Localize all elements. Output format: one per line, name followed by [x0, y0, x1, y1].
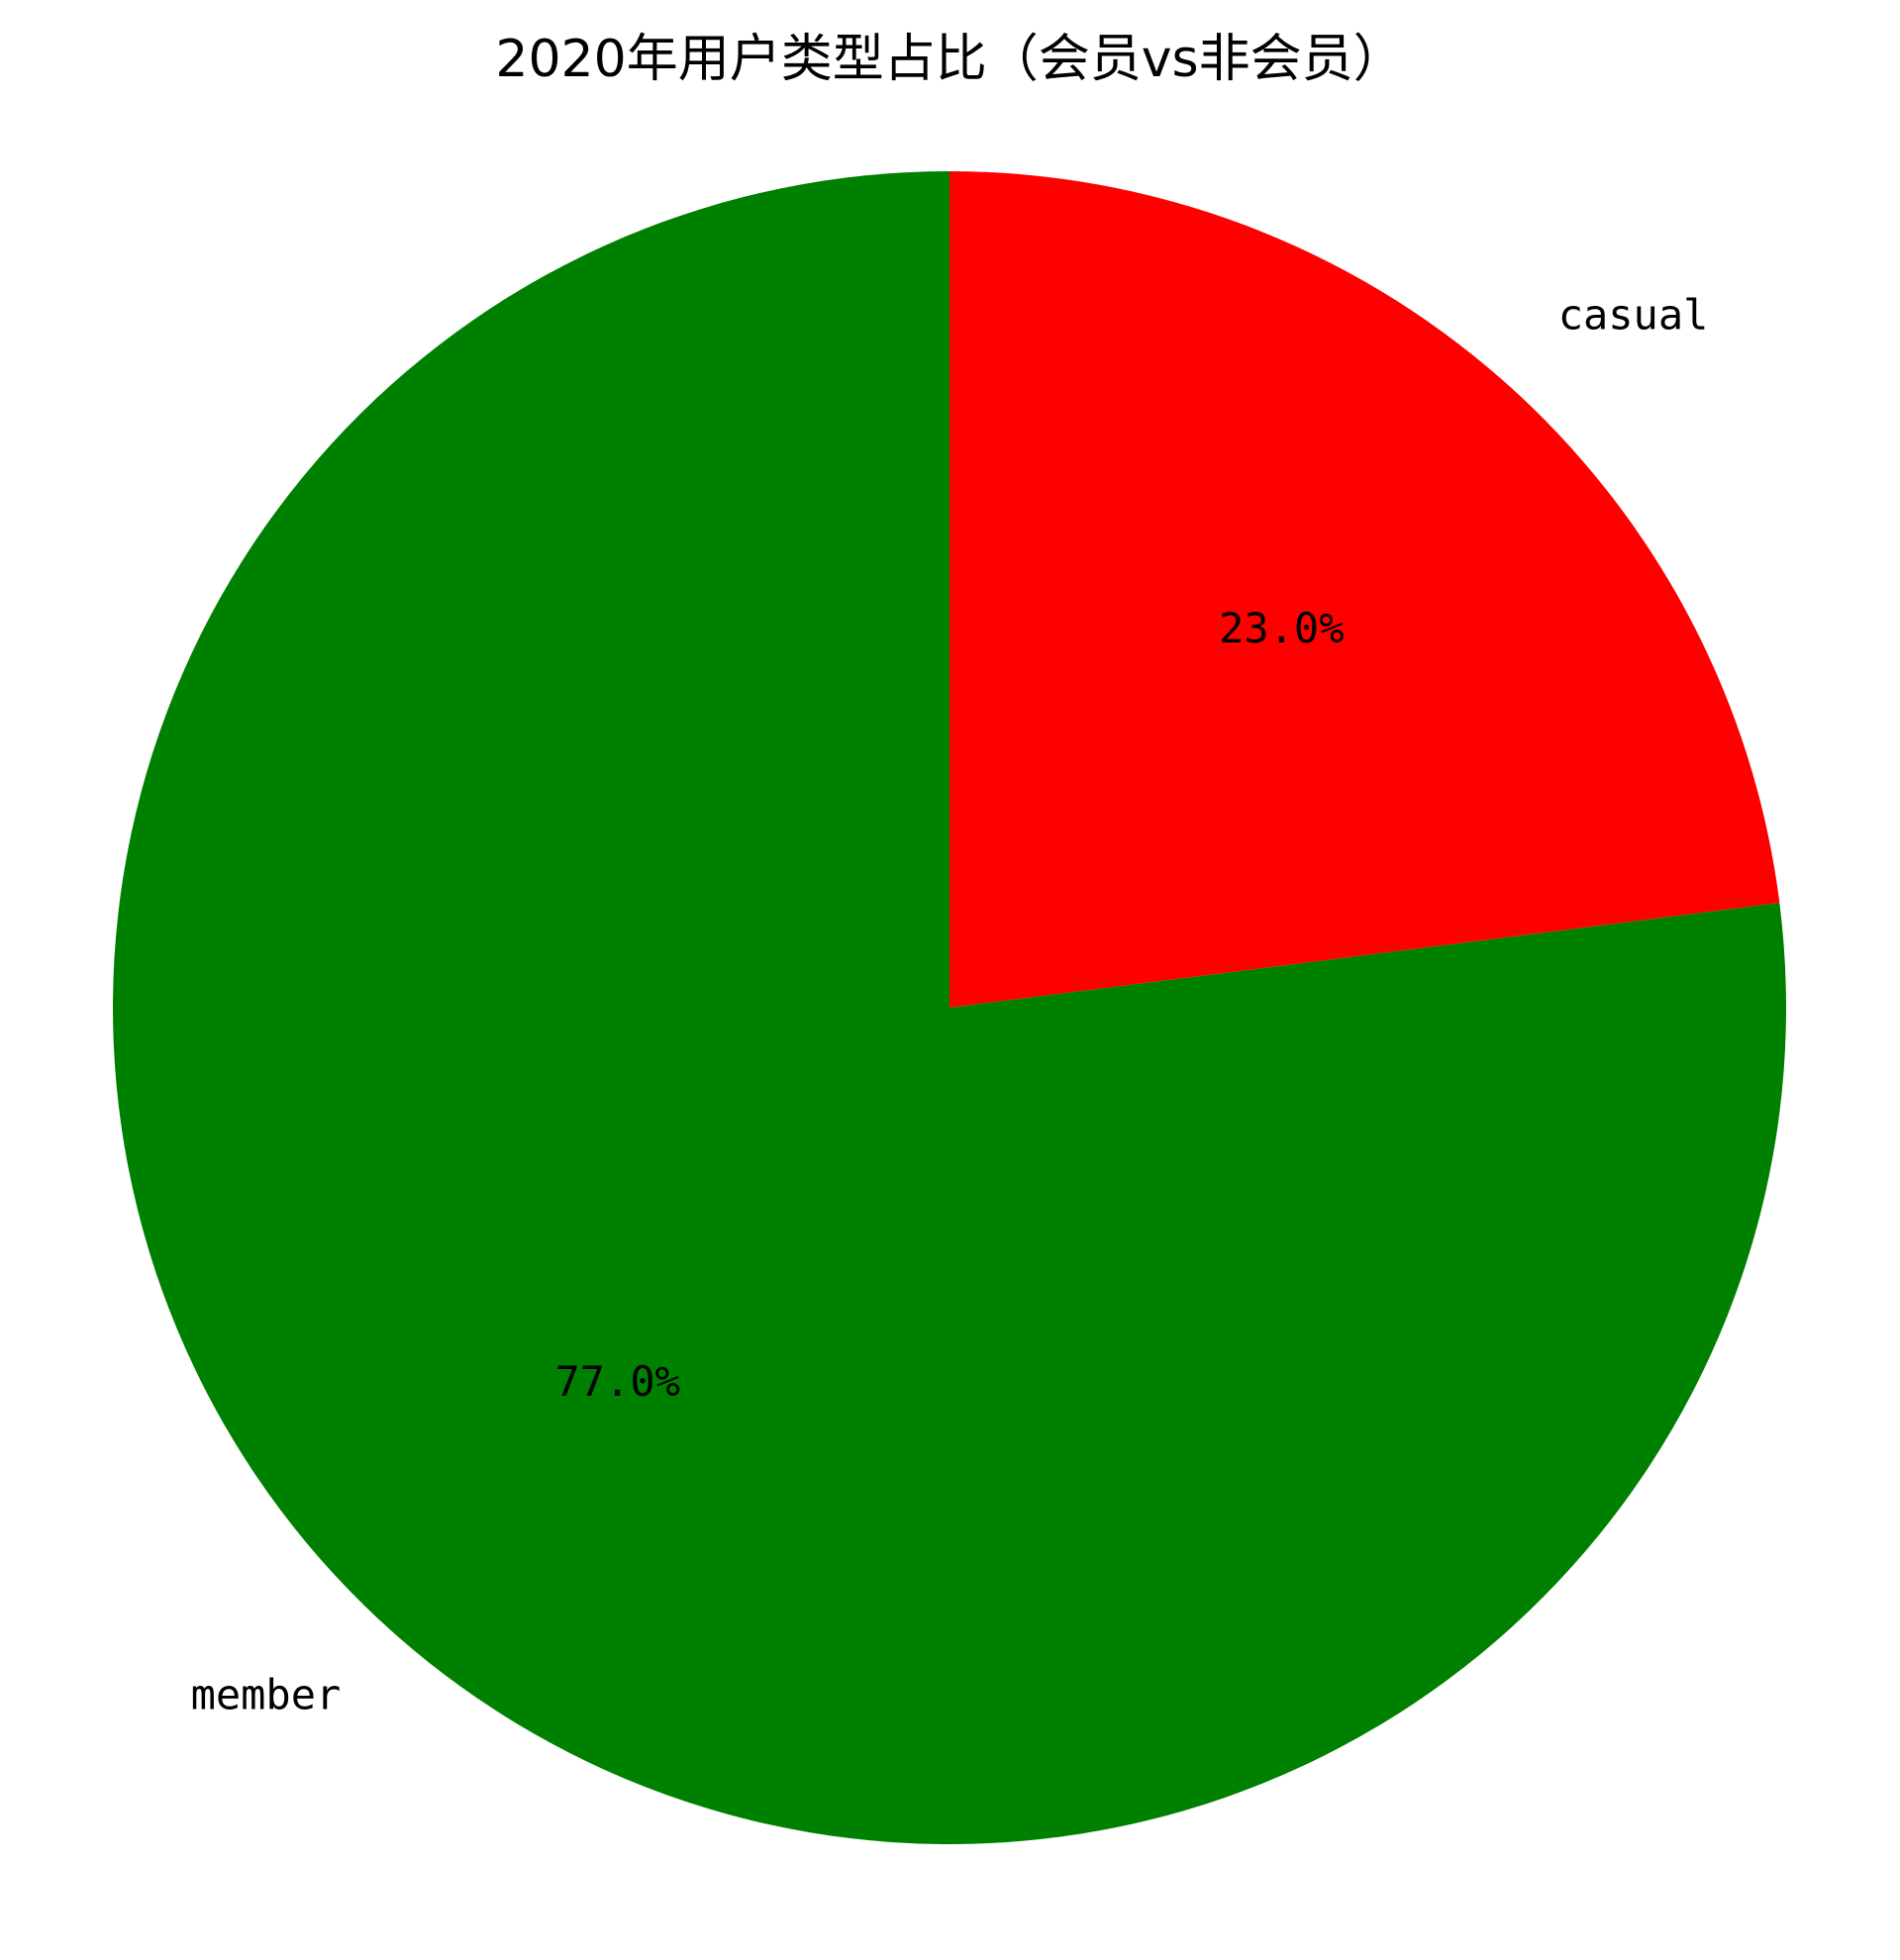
pie-slices: [112, 171, 1787, 1845]
pie-slice-casual: [950, 171, 1780, 1008]
percent-label-member: 77.0%: [554, 1357, 679, 1406]
pie-slice-member: [112, 171, 1787, 1845]
chart-title: 2020年用户类型占比（会员vs非会员）: [495, 30, 1405, 89]
pie-labels: casual 23.0% member 77.0%: [191, 290, 1709, 1718]
percent-label-casual: 23.0%: [1219, 604, 1344, 652]
slice-label-member: member: [191, 1671, 342, 1719]
slice-label-casual: casual: [1558, 290, 1709, 339]
